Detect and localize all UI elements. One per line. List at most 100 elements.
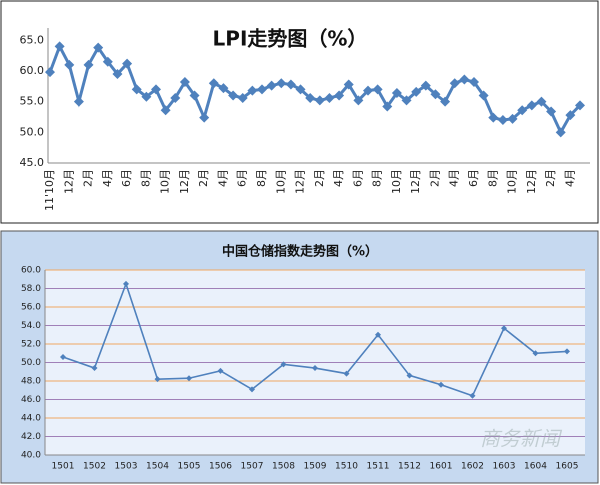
x-tick-label: 11'10月 [43, 169, 56, 211]
chart-frame [0, 0, 599, 224]
x-tick-label: 1508 [272, 462, 295, 472]
data-point [382, 101, 393, 112]
data-point [440, 96, 451, 107]
data-point [218, 83, 229, 94]
data-point [438, 381, 444, 388]
y-tick-label: 56.0 [21, 303, 41, 313]
data-point [420, 80, 431, 91]
x-tick-label: 6月 [236, 169, 249, 187]
x-tick-label: 6月 [351, 169, 364, 187]
x-tick-label: 1505 [178, 462, 201, 472]
x-tick-label: 12月 [525, 169, 538, 194]
y-tick-label: 46.0 [21, 395, 41, 405]
data-point [469, 77, 479, 87]
x-tick-label: 1506 [209, 462, 232, 472]
y-tick-label: 42.0 [21, 432, 41, 442]
data-point [391, 88, 402, 99]
data-point [247, 85, 258, 96]
data-point [411, 86, 422, 97]
data-point [517, 105, 528, 116]
data-point [93, 42, 104, 53]
data-point [406, 372, 413, 379]
data-point [375, 331, 381, 338]
y-tick-label: 60.0 [21, 266, 41, 276]
data-point [60, 353, 66, 360]
data-point [83, 59, 94, 70]
data-point [249, 386, 255, 393]
x-tick-label: 1512 [398, 462, 421, 472]
x-tick-label: 2月 [197, 169, 210, 187]
y-tick-label: 48.0 [21, 377, 41, 387]
data-point [102, 56, 113, 67]
data-point [122, 58, 133, 69]
data-point [555, 127, 566, 138]
data-point [343, 370, 350, 377]
y-tick-label: 44.0 [21, 414, 41, 424]
x-tick-label: 1504 [146, 462, 169, 472]
data-point [208, 78, 219, 89]
y-tick-label: 58.0 [21, 284, 41, 294]
x-tick-label: 1511 [367, 462, 390, 472]
chart-title: LPI走势图（%） [213, 27, 368, 51]
data-point [501, 325, 507, 332]
data-point [151, 84, 161, 95]
data-point [91, 365, 98, 372]
data-point [199, 112, 210, 123]
data-point [334, 90, 345, 101]
data-point [228, 90, 239, 101]
x-tick-label: 8月 [255, 169, 268, 187]
y-tick-label: 45.0 [20, 156, 45, 169]
y-tick-label: 65.0 [20, 33, 45, 46]
x-tick-label: 10月 [390, 169, 403, 194]
x-tick-label: 1507 [241, 462, 264, 472]
data-point [186, 375, 192, 382]
y-tick-label: 55.0 [20, 95, 45, 108]
x-tick-label: 2月 [82, 169, 95, 187]
watermark: 商务新闻 [480, 427, 563, 451]
x-tick-label: 1602 [461, 462, 484, 472]
data-point [154, 376, 161, 383]
data-point [237, 92, 248, 103]
y-tick-label: 54.0 [21, 321, 41, 331]
chart-title: 中国仓储指数走势图（%） [222, 244, 378, 260]
data-point [497, 115, 508, 126]
data-point [478, 90, 489, 101]
data-point [430, 89, 441, 100]
x-tick-label: 6月 [120, 169, 133, 187]
x-tick-label: 2月 [428, 169, 441, 187]
x-tick-label: 6月 [467, 169, 480, 187]
data-point [179, 77, 190, 87]
data-point [532, 350, 539, 357]
data-point [575, 100, 585, 111]
x-tick-label: 10月 [159, 169, 172, 194]
data-point [305, 92, 316, 103]
x-tick-label: 1601 [430, 462, 453, 472]
x-tick-label: 2月 [544, 169, 557, 187]
data-point [141, 91, 152, 102]
data-point [160, 105, 171, 116]
data-point [312, 365, 318, 372]
data-point [372, 84, 383, 95]
data-point [276, 78, 287, 89]
data-point [54, 41, 65, 52]
x-tick-label: 1604 [524, 462, 547, 472]
data-point [64, 59, 75, 70]
data-point [189, 90, 200, 101]
data-point [295, 84, 306, 95]
x-tick-label: 1510 [335, 462, 358, 472]
y-tick-label: 60.0 [20, 64, 45, 77]
x-tick-label: 4月 [101, 169, 114, 187]
x-tick-label: 4月 [563, 169, 576, 187]
y-tick-label: 40.0 [21, 451, 41, 461]
data-point [546, 106, 557, 117]
data-point [507, 113, 518, 124]
y-tick-label: 50.0 [20, 125, 45, 138]
data-point [343, 79, 354, 90]
data-point [217, 367, 224, 374]
y-tick-label: 52.0 [21, 340, 41, 350]
x-tick-label: 12月 [178, 169, 191, 194]
x-tick-label: 1603 [493, 462, 516, 472]
x-tick-label: 8月 [371, 169, 384, 187]
x-tick-label: 1502 [83, 462, 106, 472]
